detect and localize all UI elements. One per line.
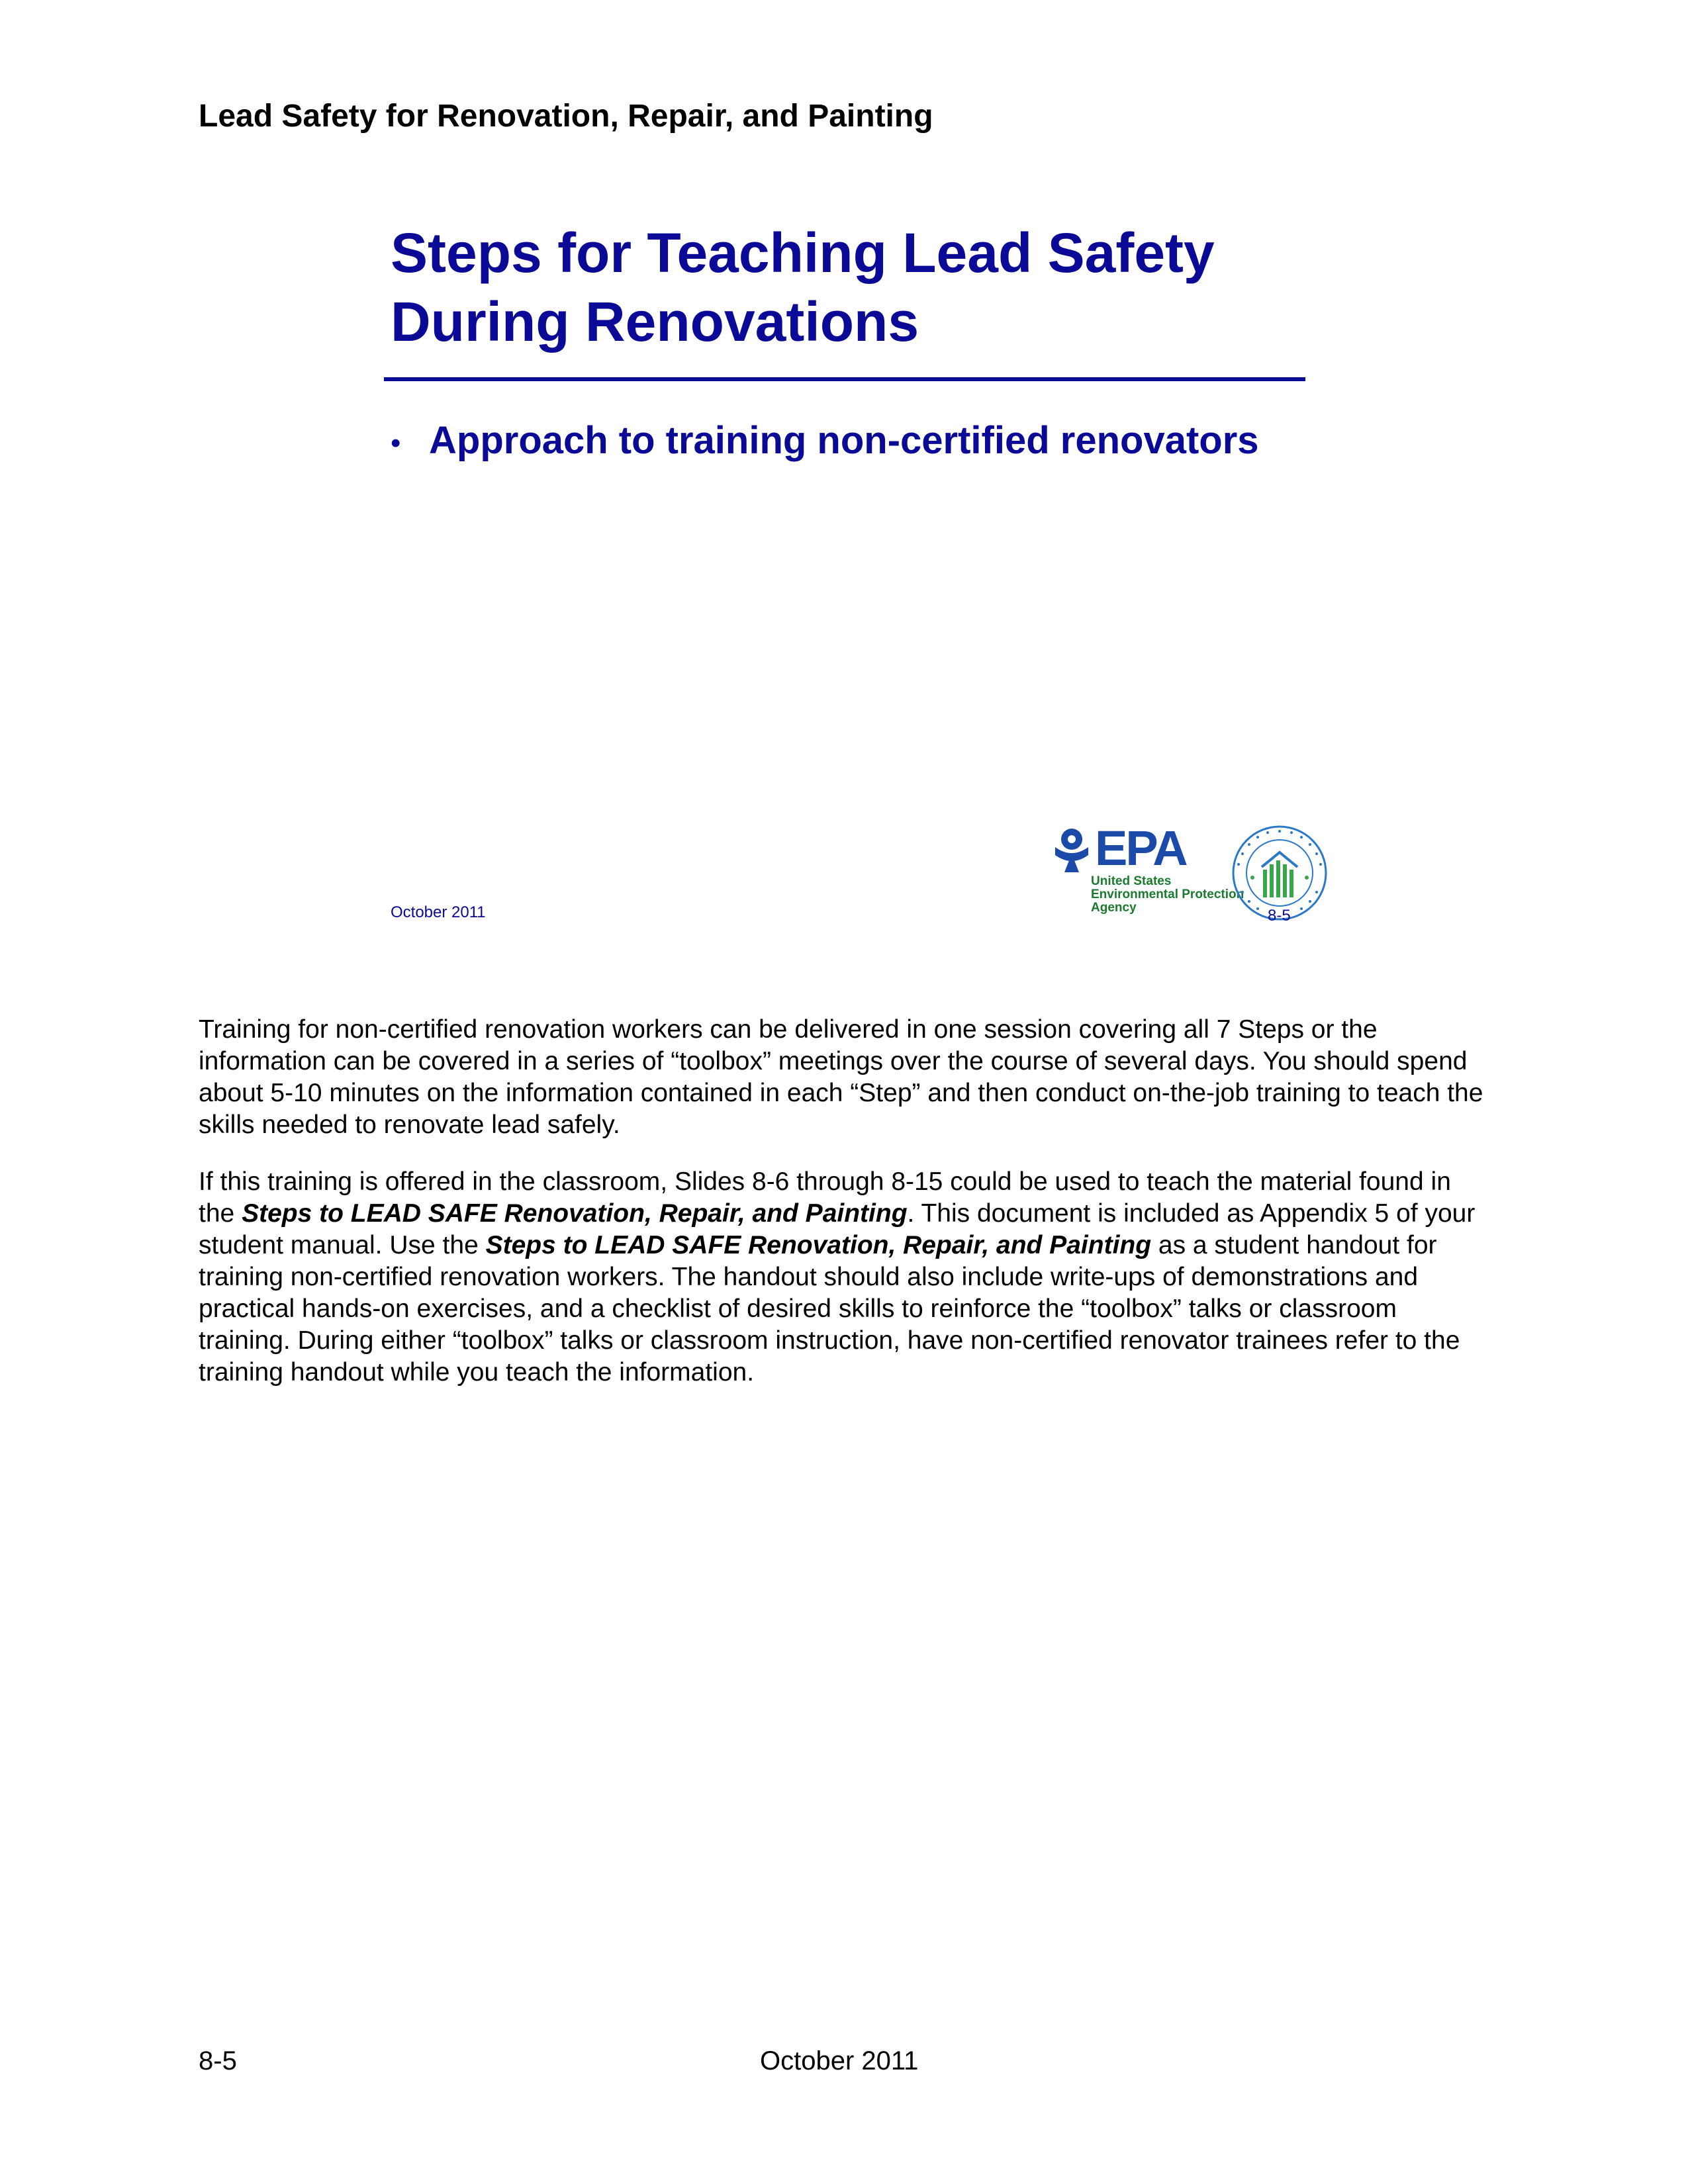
epa-logo: EPA United States Environmental Protecti… (1051, 823, 1270, 929)
hud-seal-icon (1232, 825, 1327, 921)
slide-footer-page: 8-5 (1268, 907, 1291, 925)
epa-agency-line3: Agency (1091, 901, 1137, 915)
page-footer-date: October 2011 (760, 2046, 919, 2075)
p2-text-e: as a student handout for training non-ce… (199, 1231, 1460, 1387)
slide-footer-date: October 2011 (391, 903, 486, 921)
slide-title: Steps for Teaching Lead Safety During Re… (391, 218, 1304, 356)
slide-bullet: • Approach to training non-certified reno… (391, 414, 1317, 470)
epa-agency-line2: Environmental Protection (1091, 887, 1244, 901)
slide-title-line1: Steps for Teaching Lead Safety (391, 222, 1215, 284)
p2-doc-title-2: Steps to LEAD SAFE Renovation, Repair, a… (485, 1231, 1152, 1259)
epa-agency-line1: United States (1091, 874, 1172, 888)
bullet-dot: • (391, 426, 401, 459)
slide-title-rule (384, 377, 1305, 381)
body-paragraph-2: If this training is offered in the class… (199, 1166, 1489, 1388)
body-paragraph-1: Training for non-certified renovation wo… (199, 1015, 1483, 1139)
slide-thumbnail: Steps for Teaching Lead Safety During Re… (371, 218, 1337, 946)
running-header: Lead Safety for Renovation, Repair, and … (199, 99, 933, 134)
epa-wordmark: EPA (1095, 821, 1188, 876)
slide-bullet-text: Approach to training non-certified renov… (429, 419, 1259, 462)
p2-doc-title-1: Steps to LEAD SAFE Renovation, Repair, a… (242, 1199, 908, 1228)
epa-flower-icon (1055, 829, 1088, 872)
body-text: Training for non-certified renovation wo… (199, 1014, 1489, 1414)
epa-agency-name: United States Environmental Protection A… (1091, 875, 1276, 915)
p2-text-c: . This document is included as Appendix … (199, 1199, 1476, 1259)
hud-logo (1230, 823, 1329, 923)
page-number: 8-5 (199, 2046, 237, 2075)
slide-title-line2: During Renovations (391, 291, 919, 353)
p2-text-a: If this training is offered in the class… (199, 1167, 1451, 1228)
